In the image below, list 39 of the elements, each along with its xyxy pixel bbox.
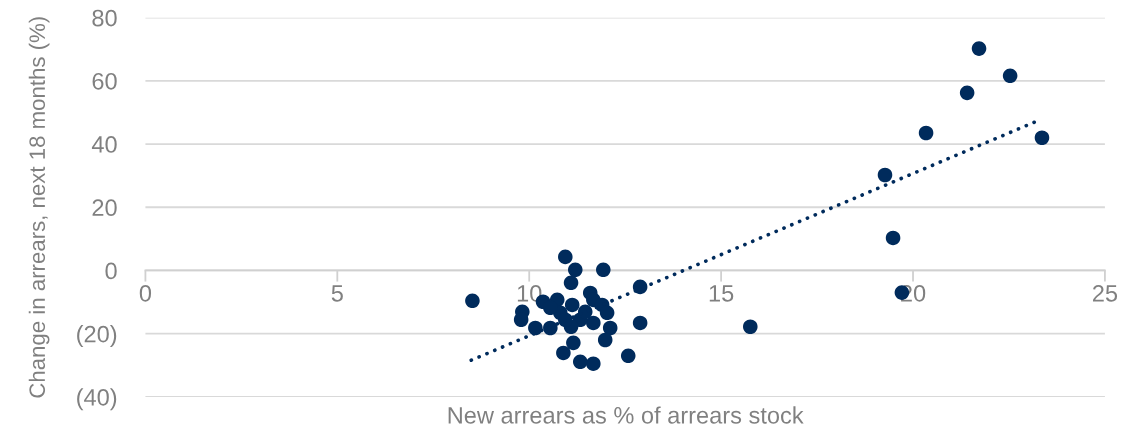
point: [572, 354, 588, 370]
y-tick-label: 0: [105, 262, 117, 280]
x-tick-label: 0: [139, 284, 152, 302]
point: [620, 348, 636, 364]
point: [918, 125, 934, 141]
point: [602, 320, 618, 336]
point: [885, 230, 901, 246]
x-axis-title: New arrears as % of arrears stock: [448, 406, 804, 424]
point: [971, 41, 987, 56]
point: [632, 315, 648, 331]
point: [513, 312, 529, 328]
point: [556, 345, 571, 361]
point: [566, 335, 581, 351]
point: [877, 167, 893, 183]
y-axis-title: Change in arrears, next 18 months (%): [28, 17, 50, 398]
point: [1034, 130, 1050, 146]
point: [599, 305, 615, 321]
x-tick-label: 25: [1092, 284, 1118, 302]
x-tick-label: 5: [331, 285, 343, 302]
y-tick-label: (20): [77, 325, 117, 348]
point: [597, 332, 613, 348]
y-tick-label: (40): [77, 388, 117, 411]
point: [558, 249, 573, 265]
y-tick-label: 40: [91, 136, 117, 153]
point: [465, 293, 480, 309]
point: [1002, 68, 1018, 84]
y-tick-label: 20: [92, 199, 117, 217]
point: [743, 319, 758, 335]
x-tick-label: 15: [709, 285, 734, 302]
point: [567, 262, 583, 278]
point: [586, 356, 601, 371]
point: [586, 315, 601, 331]
y-tick-label: 60: [92, 72, 117, 90]
point: [596, 262, 611, 278]
point: [564, 297, 580, 313]
point: [959, 85, 975, 101]
y-tick-label: 80: [92, 9, 117, 27]
point: [543, 300, 558, 316]
point: [563, 275, 579, 291]
